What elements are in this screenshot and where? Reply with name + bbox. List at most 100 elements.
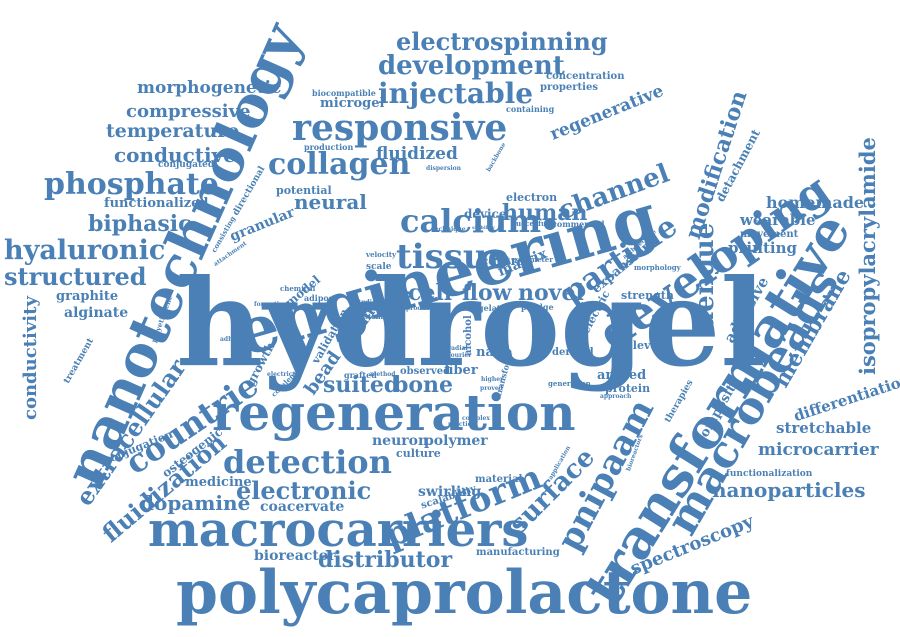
word-isopropylacrylamide: isopropylacrylamide <box>855 137 880 375</box>
word-tissue: tissue <box>396 237 510 277</box>
word-microgel: microgel <box>320 96 385 111</box>
word-approach: approach <box>600 393 632 400</box>
word-functionalized: functionalized <box>104 196 209 211</box>
word-studies: studies <box>355 299 380 306</box>
word-system: system <box>356 312 384 321</box>
word-medicine: medicine <box>185 475 252 490</box>
word-culture: culture <box>396 447 441 460</box>
word-temperature: temperature <box>106 120 240 142</box>
word-hydrogel: hydrogel <box>176 253 766 394</box>
word-fluidized: fluidized <box>376 144 458 164</box>
word-homemade: homemade <box>766 193 865 212</box>
word-dispersion: dispersion <box>426 165 462 172</box>
word-electron: electron <box>506 191 558 204</box>
word-stability: stability <box>472 225 495 231</box>
word-control: control <box>481 254 530 268</box>
word-protein: protein <box>605 382 651 395</box>
word-morphology: morphology <box>634 263 681 272</box>
word-adhesion: adhesion <box>220 336 251 343</box>
word-electrospinning: electrospinning <box>396 27 608 56</box>
word-electronic: electronic <box>236 476 372 505</box>
word-fiber: fiber <box>444 363 478 378</box>
word-gelatin: gelatin <box>478 303 510 313</box>
word-grafted: grafted <box>344 370 377 380</box>
word-responsive: responsive <box>292 107 508 149</box>
word-scale: scale <box>366 262 392 272</box>
word-morphogenetic: morphogenetic <box>137 78 282 98</box>
word-containing: containing <box>506 104 555 114</box>
word-differentiation: differentiation <box>791 370 900 426</box>
word-conductive: conductive <box>114 143 236 167</box>
word-microcarrier: microcarrier <box>758 440 879 460</box>
word-hyaluronic: hyaluronic <box>4 235 166 266</box>
word-product: product <box>406 305 433 312</box>
word-complex: complex <box>462 415 490 422</box>
word-manufacturing: manufacturing <box>476 547 560 558</box>
word-angled: angled <box>597 368 647 383</box>
word-higher: higher <box>481 376 504 383</box>
word-development: development <box>378 51 565 81</box>
word-macrocarriers: macrocarriers <box>148 502 529 558</box>
word-strength: strength <box>621 289 674 302</box>
word-formation: formation <box>254 301 288 308</box>
word-radial: radial <box>448 345 468 352</box>
word-relevant: relevant <box>620 339 671 352</box>
word-functionalization: functionalization <box>726 469 813 479</box>
word-parameter: parameter <box>512 255 553 264</box>
word-concentration: concentration <box>546 71 625 82</box>
word-regeneration: regeneration <box>212 383 576 442</box>
word-material: material <box>475 474 523 485</box>
word-stretchable: stretchable <box>776 419 872 437</box>
word-conductivity: conductivity <box>20 296 41 420</box>
word-nano: nano <box>476 345 512 360</box>
word-biphasic: biphasic <box>88 211 192 237</box>
word-potential: potential <box>276 184 332 197</box>
word-cell: cell <box>408 280 453 306</box>
word-alginate: alginate <box>64 305 129 321</box>
word-distributor: distributor <box>318 547 453 573</box>
word-structured: structured <box>4 262 147 291</box>
word-phosphate: phosphate <box>44 167 219 202</box>
word-generation: generation <box>548 379 591 388</box>
word-nanoparticles: nanoparticles <box>712 478 866 502</box>
word-velocity: velocity <box>366 250 397 259</box>
word-bioreactor: bioreactor <box>254 548 336 564</box>
word-technique: technique <box>432 226 466 233</box>
word-fourier: fourier <box>448 352 472 359</box>
word-compressive: compressive <box>126 101 251 122</box>
word-calcium: calcium <box>400 202 542 240</box>
word-neuron: neuron <box>372 433 429 449</box>
word-graphite: graphite <box>56 289 119 304</box>
word-polycaprolactone: polycaprolactone <box>176 558 753 628</box>
word-human: human <box>502 200 588 226</box>
word-device: device <box>464 207 507 221</box>
word-reaction: reaction <box>448 421 476 428</box>
word-flow: flow <box>462 280 512 306</box>
word-proved: proved <box>480 385 503 392</box>
word-printing: printing <box>728 239 798 257</box>
word-commercial: commercial <box>552 219 605 229</box>
word-bone: bone <box>393 372 454 398</box>
word-properties: properties <box>540 82 598 93</box>
word-novel: novel <box>518 280 584 306</box>
word-derived: derived <box>552 347 594 358</box>
word-electrical: electrical <box>267 371 299 378</box>
word-suited: suited <box>323 372 400 398</box>
word-biocompatible: biocompatible <box>312 88 376 98</box>
word-conjugated: conjugated <box>158 160 215 170</box>
word-adipose: adipose <box>304 293 339 303</box>
word-wearable: wearable <box>740 211 816 229</box>
word-succesful: succesful <box>512 219 549 228</box>
word-neural: neural <box>294 190 367 214</box>
word-collagen: collagen <box>268 147 411 182</box>
word-injectable: injectable <box>378 77 534 110</box>
word-swirling: swirling <box>418 484 482 500</box>
word-dopamine: dopamine <box>140 491 251 515</box>
word-pegdge: pegdge <box>521 302 554 312</box>
word-polymer: polymer <box>424 433 488 449</box>
word-coacervate: coacervate <box>260 499 345 515</box>
word-observed: observed <box>400 366 451 377</box>
word-method: method <box>370 371 396 378</box>
word-detection: detection <box>223 443 392 481</box>
